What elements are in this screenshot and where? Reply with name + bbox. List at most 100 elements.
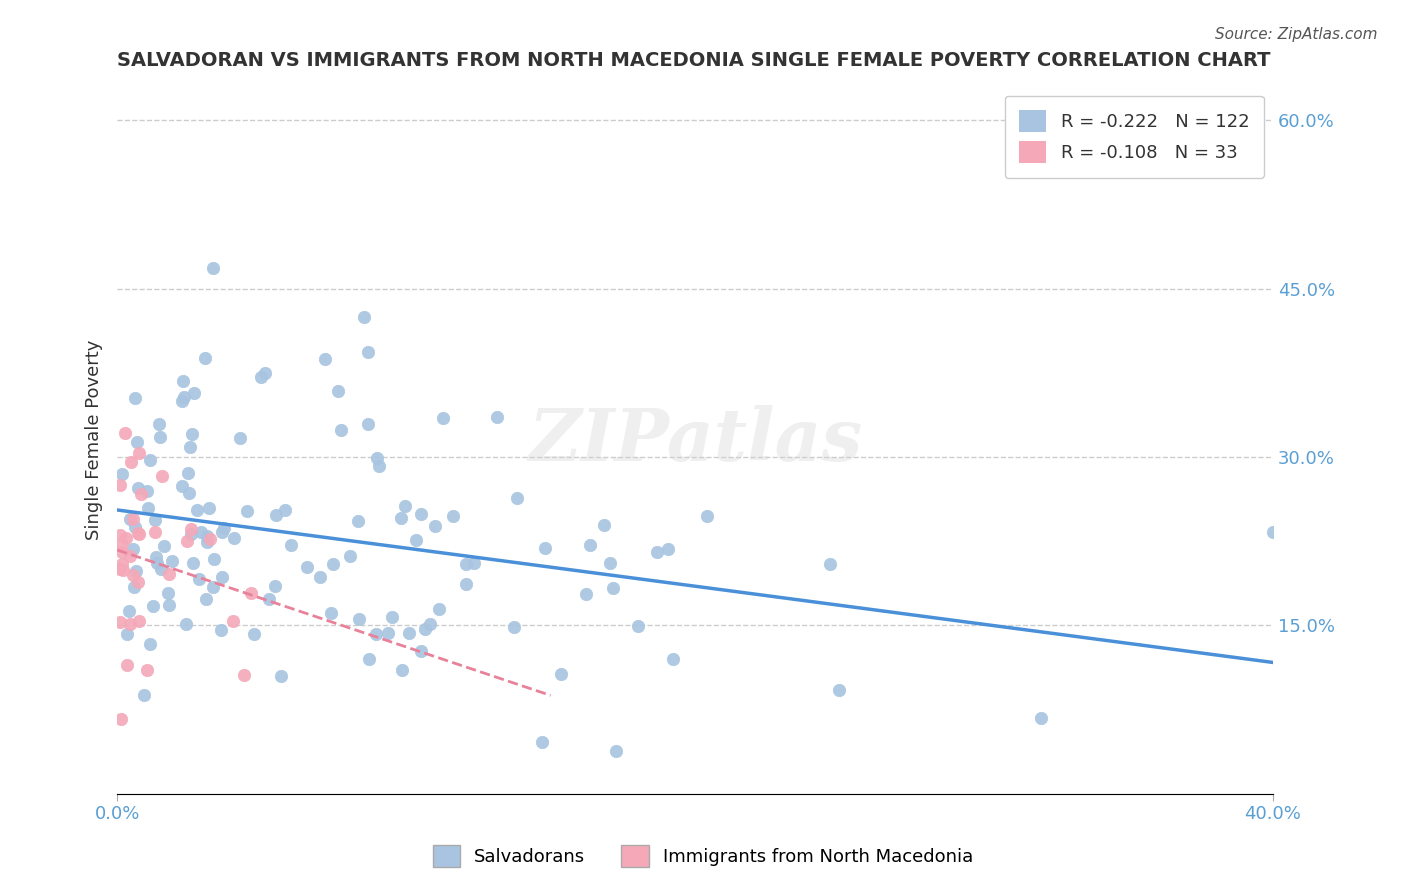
Point: [1261, 525, 1284, 540]
Point: [124, 391, 146, 405]
Point: [152, 540, 174, 554]
Point: [120, 616, 142, 631]
Point: [353, 310, 375, 325]
Point: [1029, 711, 1052, 725]
Point: [156, 586, 179, 600]
Point: [240, 585, 263, 599]
Point: [389, 511, 412, 525]
Point: [195, 529, 218, 543]
Point: [575, 587, 598, 601]
Point: [329, 423, 352, 437]
Point: [117, 627, 139, 641]
Point: [127, 434, 149, 449]
Point: [270, 669, 292, 683]
Point: [128, 615, 150, 629]
Point: [111, 557, 134, 571]
Point: [188, 572, 211, 586]
Point: [657, 542, 679, 557]
Point: [309, 570, 332, 584]
Point: [364, 627, 387, 641]
Point: [233, 667, 256, 681]
Legend: Salvadorans, Immigrants from North Macedonia: Salvadorans, Immigrants from North Maced…: [426, 838, 980, 874]
Point: [111, 537, 134, 551]
Point: [530, 735, 553, 749]
Point: [411, 644, 433, 658]
Point: [124, 520, 146, 534]
Point: [176, 466, 198, 480]
Point: [222, 614, 245, 628]
Point: [180, 527, 202, 541]
Point: [599, 556, 621, 570]
Point: [211, 570, 233, 584]
Point: [201, 260, 224, 275]
Point: [176, 533, 198, 548]
Point: [593, 517, 616, 532]
Point: [211, 524, 233, 539]
Point: [143, 525, 166, 540]
Point: [108, 528, 131, 542]
Point: [183, 385, 205, 400]
Point: [127, 481, 149, 495]
Point: [110, 712, 132, 726]
Point: [377, 626, 399, 640]
Point: [111, 563, 134, 577]
Point: [127, 526, 149, 541]
Point: [136, 663, 159, 677]
Point: [357, 345, 380, 359]
Point: [295, 559, 318, 574]
Point: [662, 651, 685, 665]
Point: [357, 652, 380, 666]
Point: [394, 499, 416, 513]
Point: [257, 592, 280, 607]
Point: [190, 524, 212, 539]
Point: [121, 567, 143, 582]
Point: [160, 554, 183, 568]
Text: Source: ZipAtlas.com: Source: ZipAtlas.com: [1215, 27, 1378, 42]
Point: [254, 366, 277, 380]
Point: [180, 427, 202, 442]
Point: [127, 575, 149, 590]
Point: [222, 531, 245, 545]
Point: [149, 430, 172, 444]
Point: [236, 504, 259, 518]
Point: [696, 509, 718, 524]
Point: [264, 579, 287, 593]
Point: [339, 549, 361, 563]
Point: [602, 581, 624, 595]
Point: [139, 453, 162, 467]
Point: [415, 622, 437, 636]
Point: [120, 455, 142, 469]
Y-axis label: Single Female Poverty: Single Female Poverty: [86, 340, 103, 541]
Point: [142, 599, 165, 613]
Point: [145, 513, 167, 527]
Point: [138, 637, 160, 651]
Point: [605, 744, 627, 758]
Point: [409, 507, 432, 521]
Point: [202, 552, 225, 566]
Point: [212, 521, 235, 535]
Point: [136, 483, 159, 498]
Point: [114, 425, 136, 440]
Point: [454, 577, 477, 591]
Point: [249, 369, 271, 384]
Point: [145, 549, 167, 564]
Point: [170, 479, 193, 493]
Point: [195, 534, 218, 549]
Point: [198, 501, 221, 516]
Point: [122, 541, 145, 556]
Point: [381, 610, 404, 624]
Point: [828, 682, 851, 697]
Point: [405, 533, 427, 548]
Point: [148, 417, 170, 431]
Point: [173, 390, 195, 404]
Point: [198, 532, 221, 546]
Point: [201, 580, 224, 594]
Text: SALVADORAN VS IMMIGRANTS FROM NORTH MACEDONIA SINGLE FEMALE POVERTY CORRELATION : SALVADORAN VS IMMIGRANTS FROM NORTH MACE…: [117, 51, 1271, 70]
Point: [124, 564, 146, 578]
Point: [174, 616, 197, 631]
Point: [347, 611, 370, 625]
Point: [136, 501, 159, 516]
Point: [172, 375, 194, 389]
Point: [179, 440, 201, 454]
Point: [209, 624, 232, 638]
